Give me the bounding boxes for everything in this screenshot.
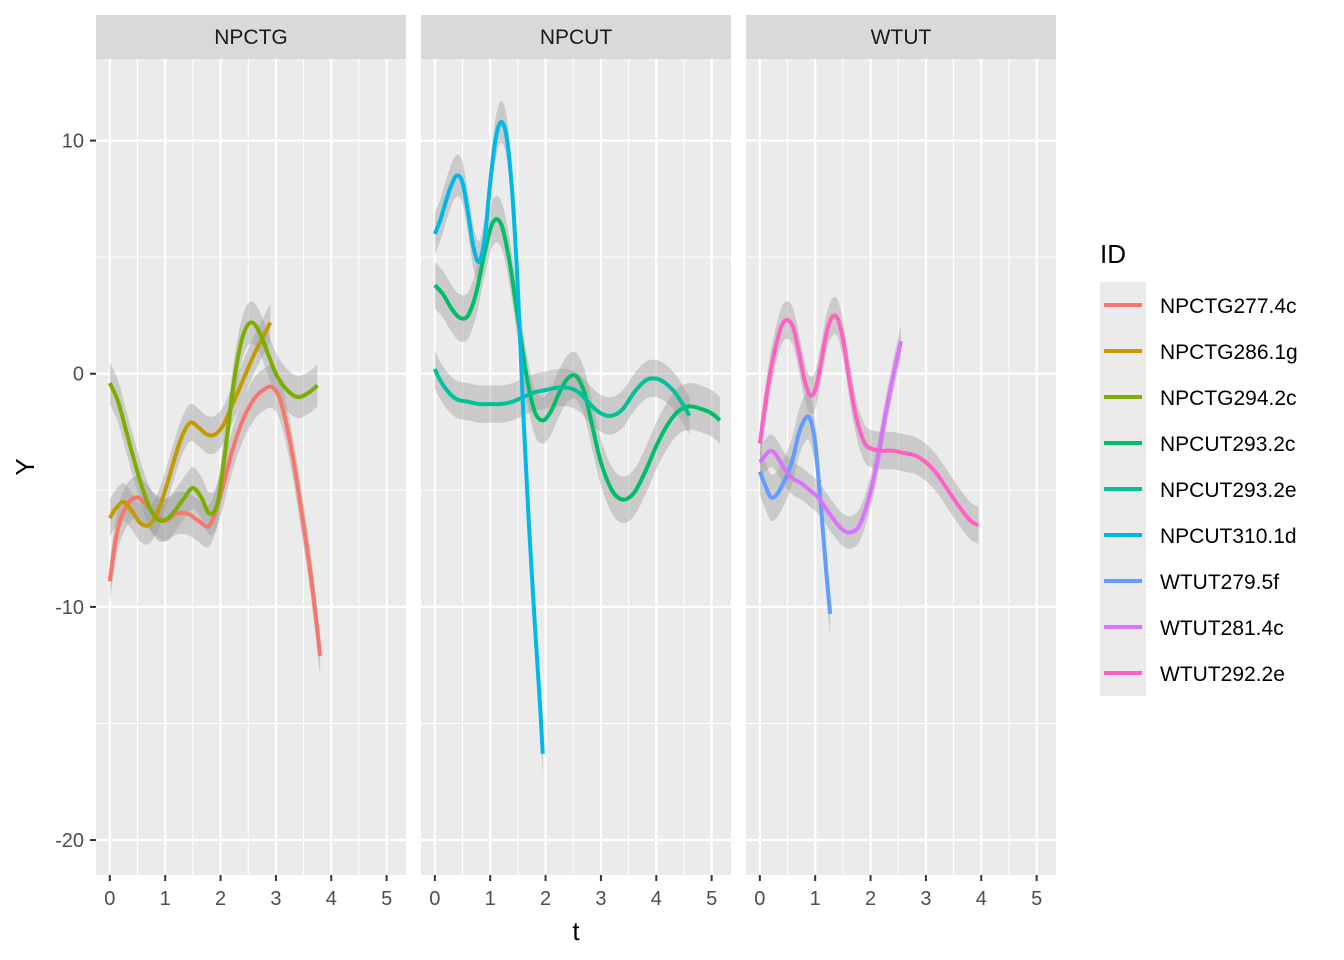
axes: 0 1 2 3 4 5 0 1 2 3 4 5 0 1 2 3 4 5 10 0 -10 -20 xyxy=(55,131,1042,910)
x-tick-label: 5 xyxy=(706,888,717,910)
y-tick-label: -20 xyxy=(55,830,84,852)
series-line xyxy=(433,217,722,502)
legend-label: NPCUT310.1d xyxy=(1160,525,1297,548)
legend-label: NPCTG277.4c xyxy=(1160,295,1297,318)
x-tick-label: 1 xyxy=(810,888,821,910)
y-tick-label: 10 xyxy=(62,131,84,153)
legend-items: NPCTG277.4c NPCTG286.1g NPCTG294.2c NPCUT29… xyxy=(1104,295,1298,686)
x-tick-label: 2 xyxy=(540,888,551,910)
strip-label: NPCUT xyxy=(540,26,613,49)
panel-npctg: NPCTG xyxy=(96,15,406,875)
y-axis-title: Y xyxy=(10,458,40,475)
confidence-band xyxy=(434,350,690,435)
panels: NPCTG NPCUT WTUT xyxy=(96,15,1056,875)
plot-background xyxy=(96,59,406,875)
plot-background xyxy=(421,59,731,875)
series-line xyxy=(108,321,273,528)
confidence-band xyxy=(759,324,901,549)
y-tick-label: 0 xyxy=(73,364,84,386)
x-tick-label: 3 xyxy=(920,888,931,910)
x-tick-label: 4 xyxy=(651,888,662,910)
legend-label: NPCUT293.2c xyxy=(1160,433,1295,456)
confidence-band xyxy=(109,365,321,677)
x-tick-label: 3 xyxy=(595,888,606,910)
panel-npcut: NPCUT xyxy=(421,15,731,875)
y-tick-label: -10 xyxy=(55,597,84,619)
strip-background xyxy=(96,15,406,59)
legend-label: NPCTG294.2c xyxy=(1160,387,1297,410)
strip-background xyxy=(746,15,1056,59)
legend-label: WTUT279.5f xyxy=(1160,571,1279,594)
series-line xyxy=(108,320,319,524)
x-tick-label: 1 xyxy=(485,888,496,910)
x-tick-label: 5 xyxy=(381,888,392,910)
legend-title: ID xyxy=(1100,239,1126,269)
x-tick-label: 1 xyxy=(160,888,171,910)
strip-background xyxy=(421,15,731,59)
confidence-band xyxy=(434,195,720,523)
x-tick-label: 0 xyxy=(429,888,440,910)
plot-background xyxy=(746,59,1056,875)
confidence-band xyxy=(109,301,318,543)
x-tick-label: 2 xyxy=(865,888,876,910)
strip-label: WTUT xyxy=(871,26,932,49)
x-tick-label: 0 xyxy=(104,888,115,910)
x-tick-label: 5 xyxy=(1031,888,1042,910)
legend-label: WTUT292.2e xyxy=(1160,663,1285,686)
x-tick-label: 2 xyxy=(215,888,226,910)
legend-label: NPCUT293.2e xyxy=(1160,479,1297,502)
legend-label: NPCTG286.1g xyxy=(1160,341,1298,364)
x-axis-title: t xyxy=(572,916,580,946)
series-line xyxy=(433,368,692,418)
x-tick-label: 4 xyxy=(976,888,987,910)
series-line xyxy=(758,340,903,535)
series-line xyxy=(107,384,323,657)
panel-wtut: WTUT xyxy=(746,15,1056,875)
series-line xyxy=(432,119,545,754)
x-tick-label: 4 xyxy=(326,888,337,910)
x-tick-label: 3 xyxy=(270,888,281,910)
legend: ID NPCTG277.4c NPCTG286.1g NPCTG294.2c NPCU… xyxy=(1100,239,1298,696)
series-line xyxy=(757,313,980,528)
strip-label: NPCTG xyxy=(214,26,288,49)
x-tick-label: 0 xyxy=(754,888,765,910)
legend-label: WTUT281.4c xyxy=(1160,617,1284,640)
